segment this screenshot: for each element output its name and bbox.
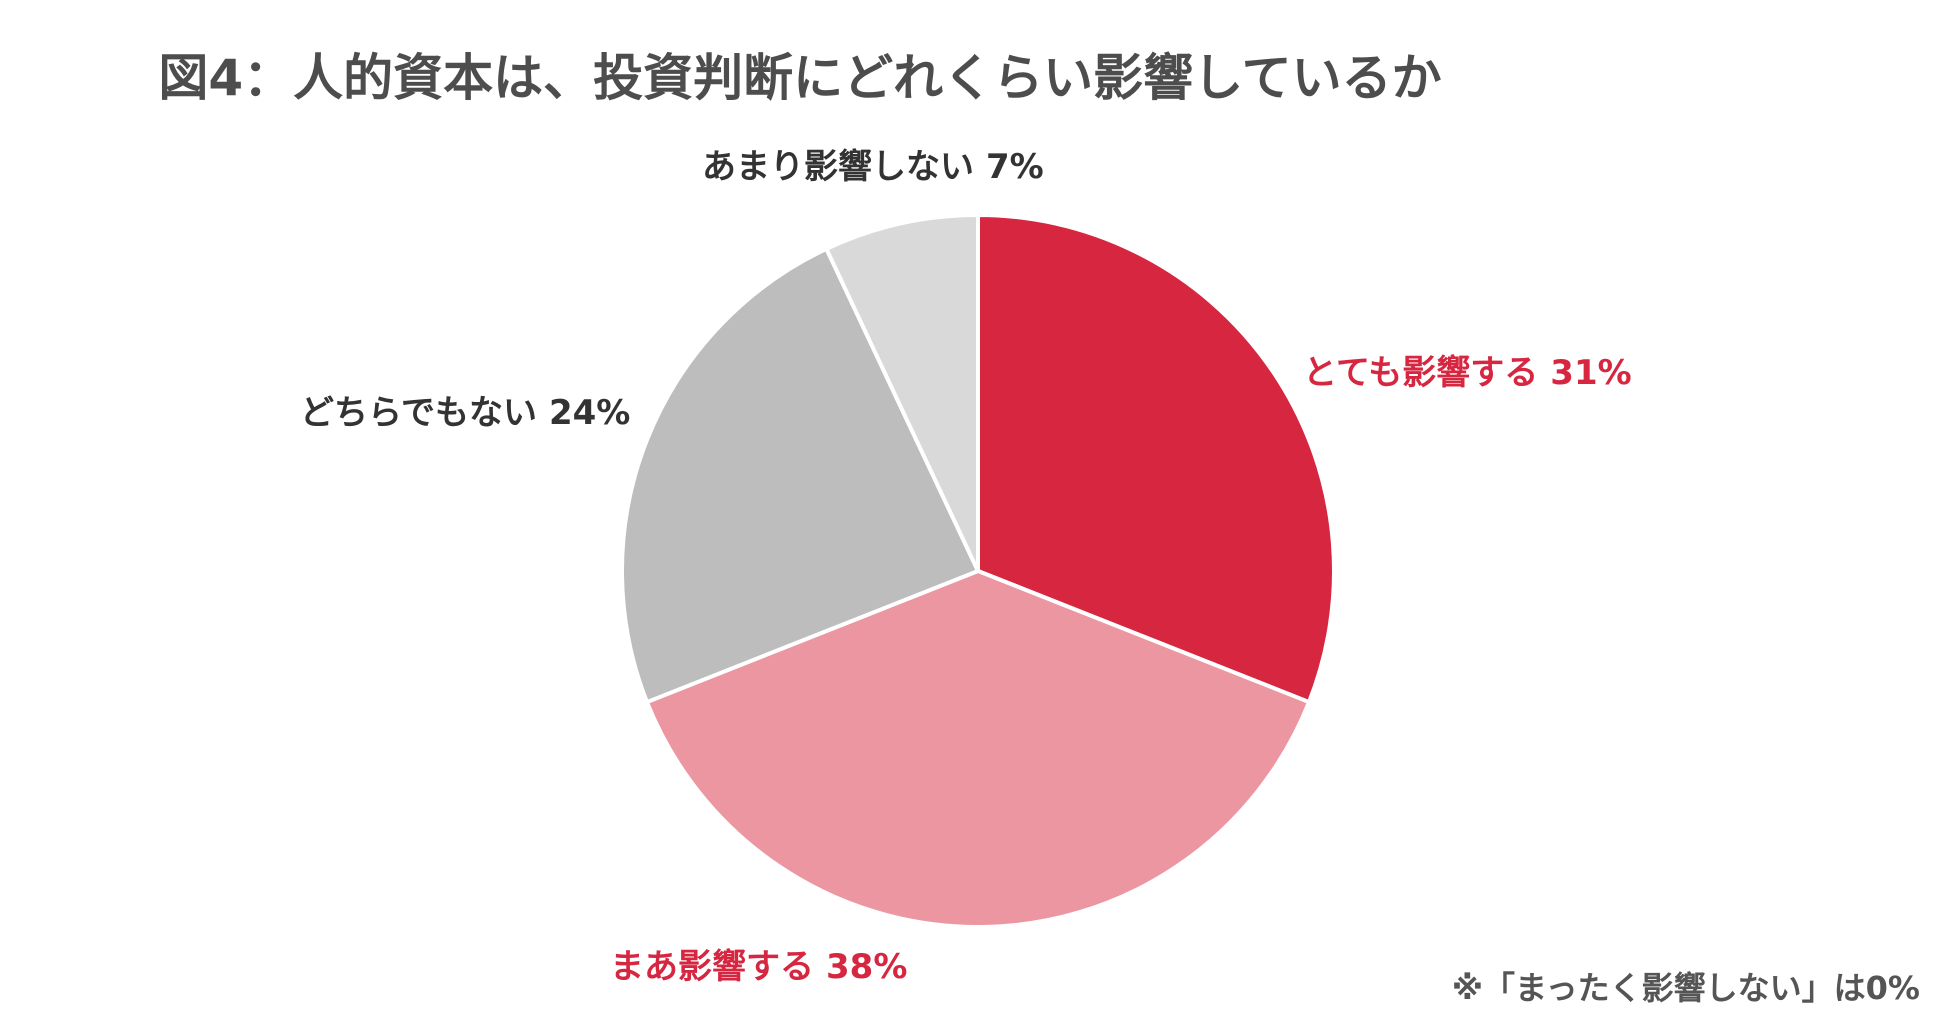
slice-label-value: 31% [1550, 353, 1632, 393]
slice-label-text: どちらでもない [300, 393, 537, 433]
slice-label-somewhat: まあ影響する 38% [610, 950, 907, 984]
slice-label-text: あまり影響しない [702, 147, 974, 187]
slice-label-value: 38% [826, 947, 908, 987]
pie-slice-very [976, 213, 1336, 705]
slice-label-little: あまり影響しない 7% [702, 150, 1044, 184]
slice-label-very: とても影響する 31% [1303, 356, 1632, 390]
pie-slice-somewhat [645, 569, 1311, 929]
pie-slice-neutral [620, 246, 980, 705]
slice-label-text: まあ影響する [610, 947, 814, 987]
slice-label-value: 24% [548, 393, 631, 433]
chart-title: 図4：人的資本は、投資判断にどれくらい影響しているか [158, 49, 1442, 107]
footnote: ※「まったく影響しない」は0% [1451, 969, 1920, 1007]
slice-label-neutral: どちらでもない 24% [300, 396, 630, 430]
slice-label-text: とても影響する [1303, 353, 1539, 393]
slice-label-value: 7% [986, 147, 1044, 187]
pie-slice-little [824, 213, 980, 573]
